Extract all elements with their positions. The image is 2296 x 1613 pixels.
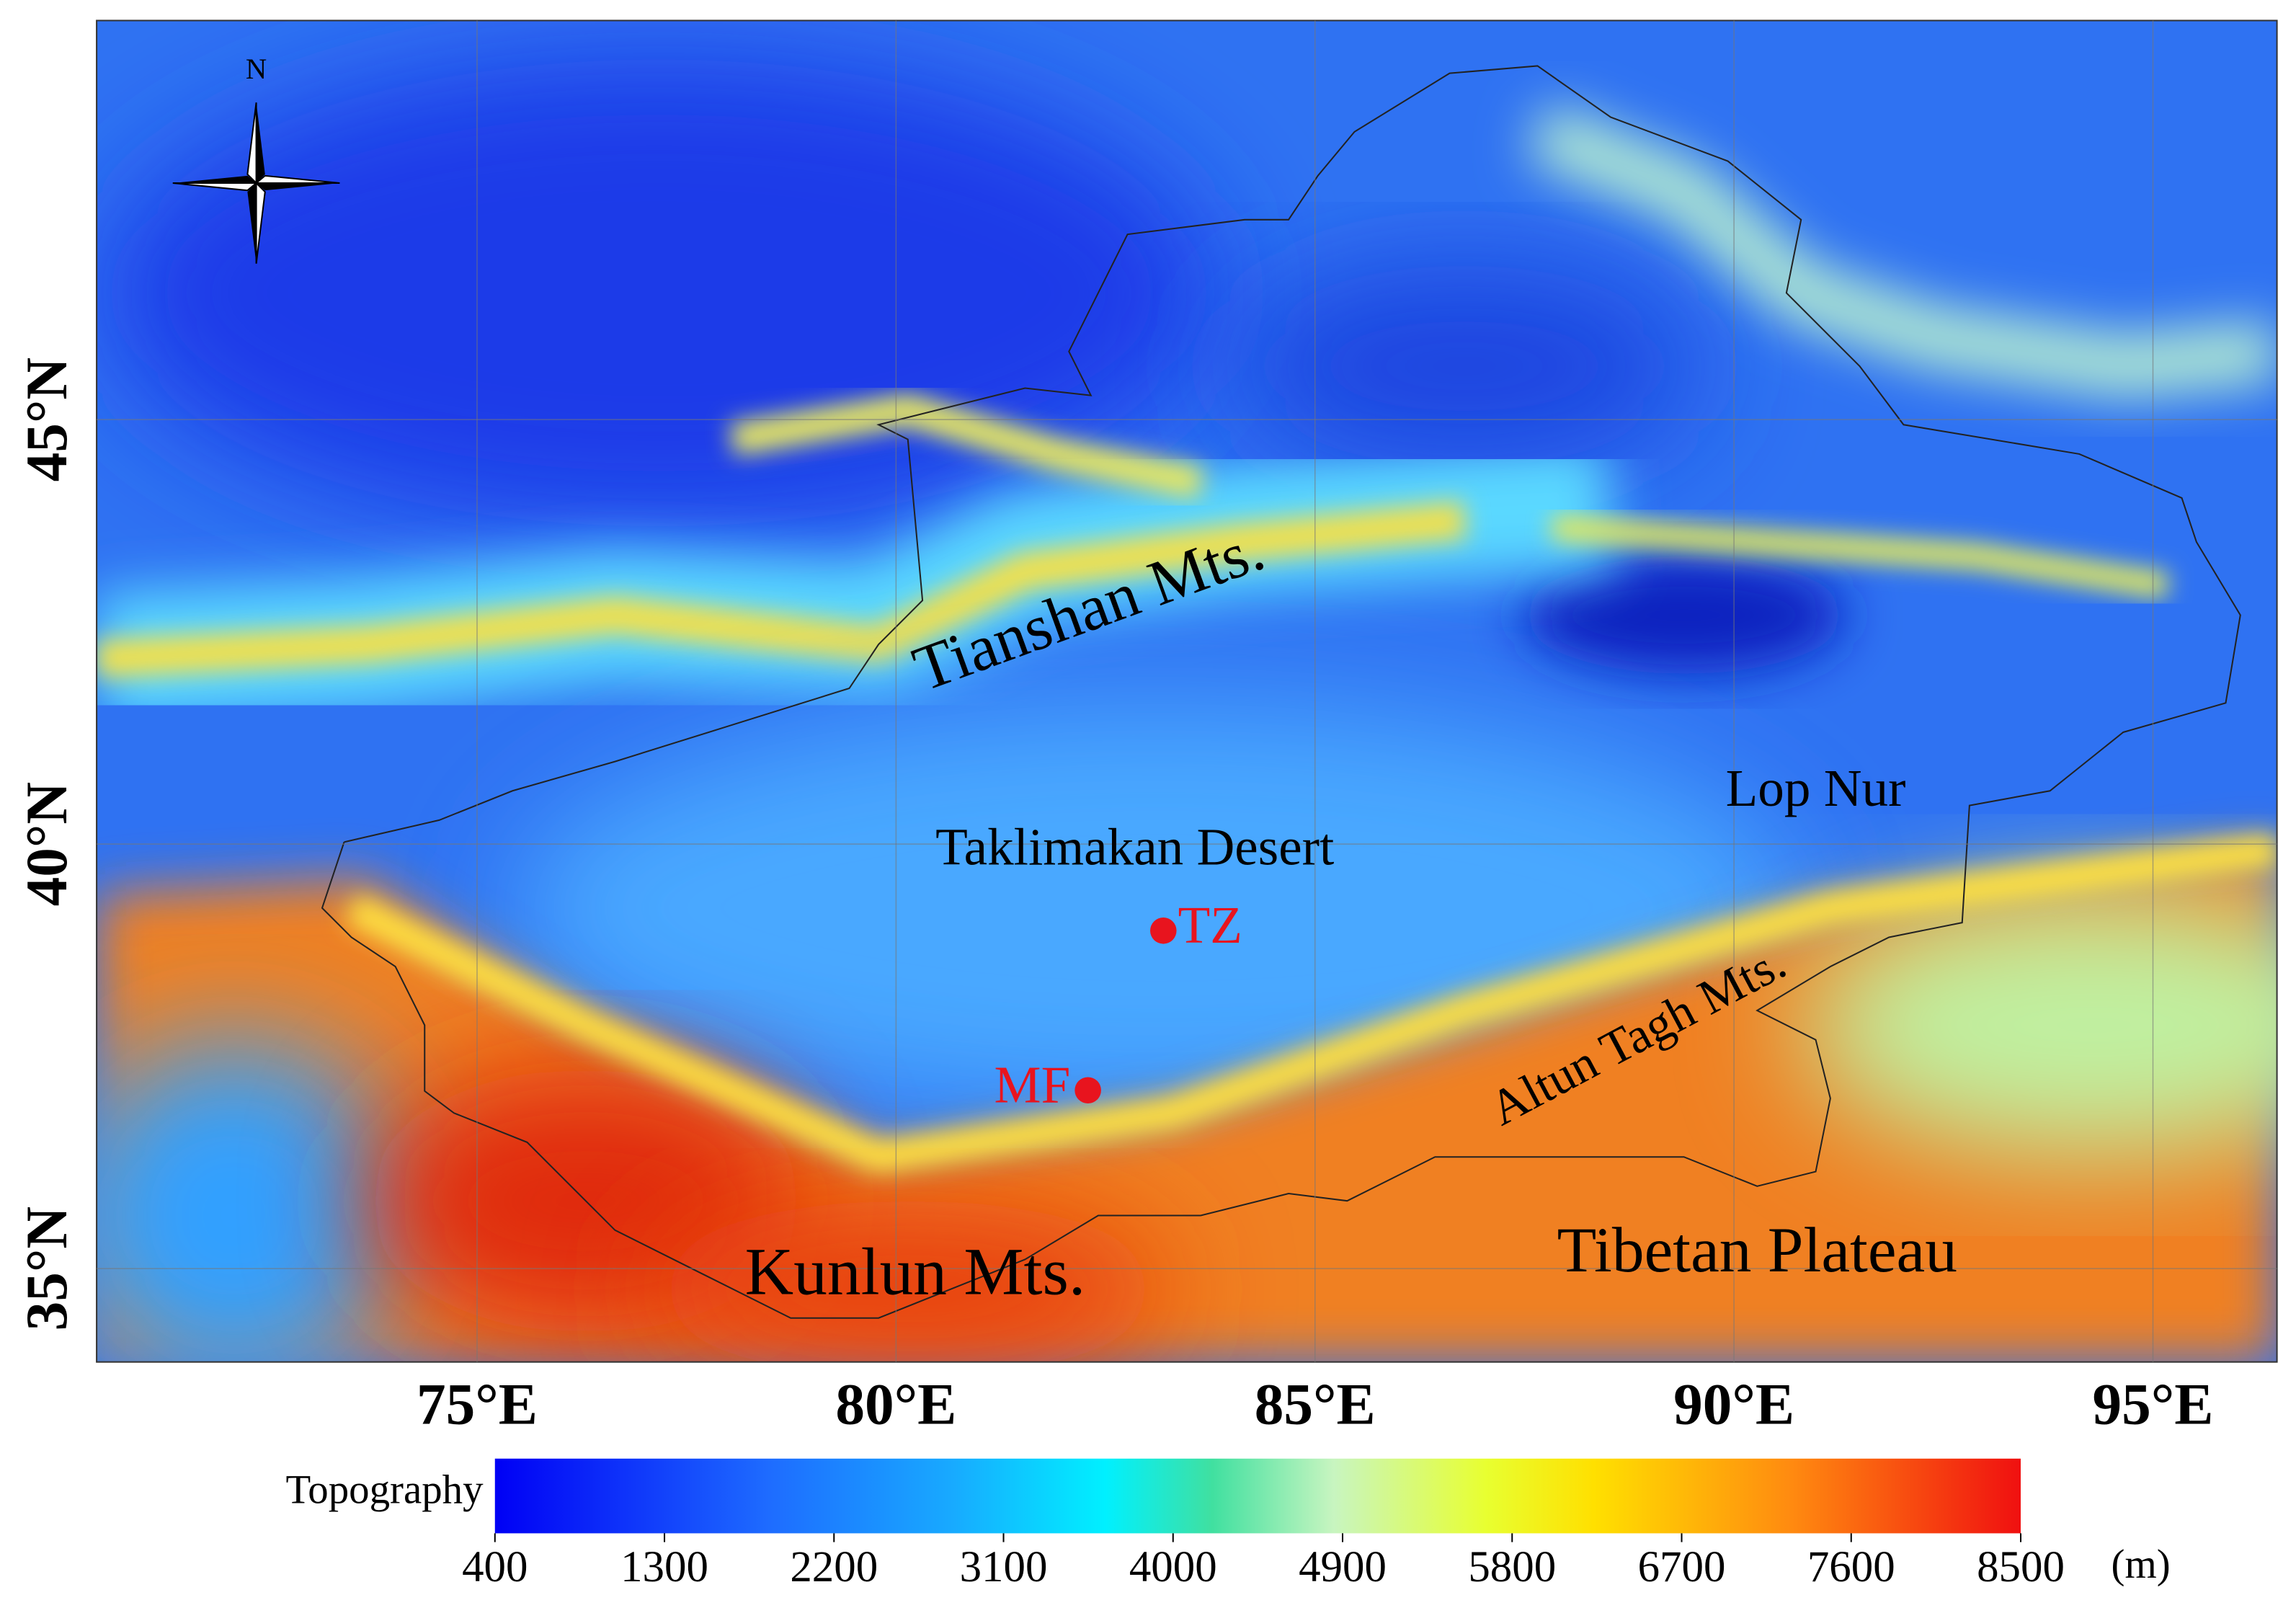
arrow-part — [172, 175, 257, 184]
x-tick-label: 80°E — [835, 1372, 956, 1436]
colorbar-tick-label: 4900 — [1299, 1543, 1387, 1591]
arrow-part — [247, 183, 257, 264]
colorbar-tick-label: 2200 — [790, 1543, 878, 1591]
peaks — [644, 1201, 1172, 1362]
depression — [1523, 556, 1846, 674]
region-label: Lop Nur — [1726, 759, 1906, 817]
colorbar-tick-label: 7600 — [1807, 1543, 1895, 1591]
colorbar-tick-label: 6700 — [1638, 1543, 1726, 1591]
slope — [344, 833, 2277, 1174]
map-frame — [96, 19, 2278, 1363]
site-label: TZ — [1178, 896, 1242, 954]
north-label: N — [246, 53, 267, 85]
x-tick-label: 85°E — [1255, 1372, 1376, 1436]
colorbar-tick-label: 8500 — [1977, 1543, 2065, 1591]
terrain — [97, 20, 2277, 1362]
colorbar-tick-label: 5800 — [1468, 1543, 1556, 1591]
arrow-part — [254, 174, 340, 185]
colorbar-tick-label: 4000 — [1129, 1543, 1217, 1591]
colorbar-tick-label: 3100 — [960, 1543, 1048, 1591]
colorbar-label: Topography — [286, 1467, 484, 1513]
site-marker — [1074, 1077, 1101, 1104]
ridge — [729, 394, 1204, 499]
ridge — [1551, 514, 2169, 599]
x-tick-label: 95°E — [2093, 1372, 2214, 1436]
colorbar-unit: (m) — [2112, 1542, 2171, 1587]
north-arrow: N — [172, 53, 340, 264]
ridge — [1526, 105, 2277, 396]
overlay: TZ MF — [97, 20, 2277, 1362]
region-label: Taklimakan Desert — [935, 817, 1334, 876]
lowland — [1229, 263, 1699, 469]
arrow-part — [246, 102, 257, 185]
arrow-part — [256, 102, 265, 184]
region-label: Tibetan Plateau — [1557, 1214, 1957, 1286]
colorbar-tick-label: 400 — [462, 1543, 528, 1591]
x-tick-label: 75°E — [417, 1372, 538, 1436]
site-marker — [1150, 917, 1177, 944]
x-tick-label: 90°E — [1673, 1372, 1794, 1436]
arrow-part — [256, 183, 340, 191]
colorbar-tick-label: 1300 — [620, 1543, 708, 1591]
plateau-basin — [1801, 893, 2277, 1157]
site-label: MF — [995, 1056, 1071, 1114]
arrow-part — [255, 181, 266, 264]
border — [321, 65, 2241, 1319]
colorbar — [494, 1458, 2021, 1534]
y-tick-label: 45°N — [14, 357, 79, 481]
valley — [97, 1039, 410, 1362]
y-tick-label: 40°N — [14, 782, 79, 906]
y-tick-label: 35°N — [14, 1207, 79, 1330]
region-label: Kunlun Mts. — [745, 1235, 1086, 1309]
arrow-part — [172, 182, 259, 192]
